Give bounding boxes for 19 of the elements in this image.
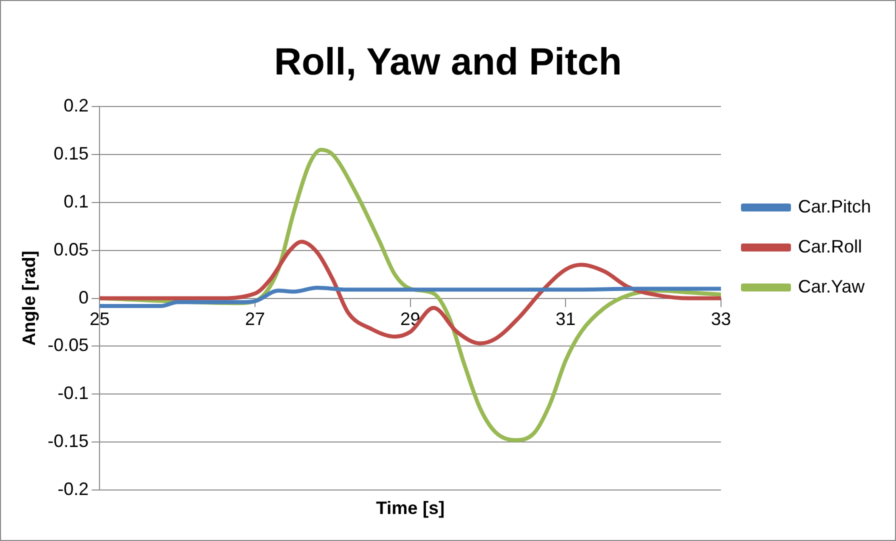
x-tick-label: 27 [244,309,265,330]
x-axis-title: Time [s] [376,498,445,518]
y-tick-label: 0.05 [54,239,89,260]
y-tick-label: 0 [78,287,89,308]
y-tick-label: -0.05 [48,335,89,356]
x-tick-label: 31 [556,309,576,330]
y-tick-label: 0.15 [54,143,89,164]
legend-label: Car.Pitch [798,196,872,216]
x-tick-label: 25 [90,309,110,330]
y-tick-label: -0.15 [48,431,89,452]
y-tick-label: -0.2 [58,478,89,499]
y-tick-label: 0.1 [64,191,89,212]
legend-label: Car.Yaw [798,276,866,296]
y-axis-title: Angle [rad] [18,250,39,346]
chart-title: Roll, Yaw and Pitch [274,41,622,84]
legend-label: Car.Roll [798,236,862,256]
y-tick-label: 0.2 [64,96,89,116]
x-tick-label: 33 [710,309,731,330]
y-tick-label: -0.1 [58,383,89,404]
